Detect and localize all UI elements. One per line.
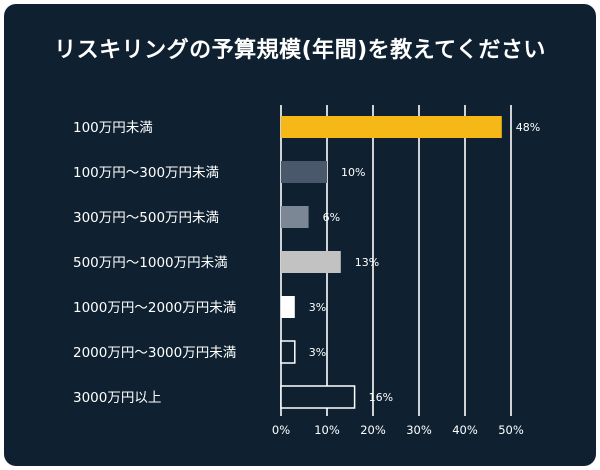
x-tick-label: 30%: [406, 423, 432, 437]
category-label: 1000万円〜2000万円未満: [73, 300, 236, 316]
category-label: 100万円〜300万円未満: [73, 165, 219, 181]
value-label: 48%: [516, 121, 540, 134]
x-tick-label: 50%: [498, 423, 524, 437]
x-tick-label: 10%: [314, 423, 340, 437]
bar: [281, 116, 502, 138]
bar: [281, 206, 309, 228]
bar: [281, 161, 327, 183]
category-label: 3000万円以上: [73, 390, 161, 406]
category-label: 2000万円〜3000万円未満: [73, 345, 236, 361]
x-tick-label: 40%: [452, 423, 478, 437]
category-label: 300万円〜500万円未満: [73, 210, 219, 226]
bar: [281, 296, 295, 318]
value-label: 3%: [309, 346, 326, 359]
bar: [280, 340, 296, 364]
value-label: 13%: [355, 256, 379, 269]
x-tick-label: 0%: [272, 423, 290, 437]
value-label: 10%: [341, 166, 365, 179]
bar-chart: 0% 10% 20% 30% 40% 50% 100万円未満 48% 100万円〜300万円未満…: [73, 105, 540, 437]
category-label: 500万円〜1000万円未満: [73, 255, 228, 271]
category-label: 100万円未満: [73, 120, 153, 136]
value-label: 16%: [369, 391, 393, 404]
value-label: 6%: [323, 211, 340, 224]
x-tick-label: 20%: [360, 423, 386, 437]
bar: [280, 385, 356, 409]
bar: [281, 251, 341, 273]
value-label: 3%: [309, 301, 326, 314]
chart-card: リスキリングの予算規模(年間)を教えてください 0% 10% 20% 30% 40% 50…: [4, 4, 596, 466]
chart-title: リスキリングの予算規模(年間)を教えてください: [54, 38, 546, 63]
